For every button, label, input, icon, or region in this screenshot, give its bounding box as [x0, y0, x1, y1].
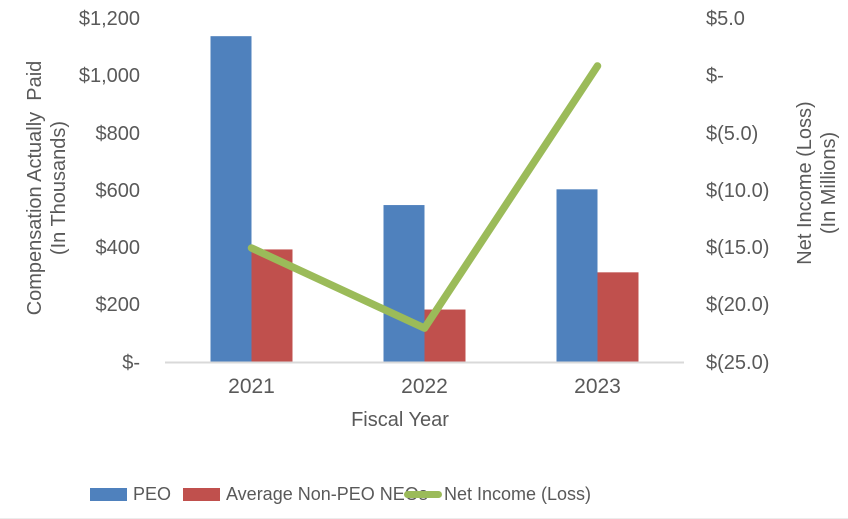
right-axis-tick-4: $(15.0) [706, 237, 770, 259]
right-axis-tick-2: $(5.0) [706, 122, 759, 145]
left-axis-tick-4: $400 [95, 237, 141, 259]
bar-peo-2022 [383, 205, 425, 363]
right-axis-title: Net Income (Loss) (In Millions) [793, 0, 841, 373]
bar-peo-2021 [210, 36, 252, 363]
right-axis-tick-6: $(25.0) [706, 351, 770, 374]
x-axis-label-2021: 2021 [228, 375, 275, 398]
bar-average-non-peo-neos-2021 [251, 249, 293, 363]
right-axis-title-line2: (In Millions) [818, 131, 840, 235]
bar-peo-2023 [556, 189, 598, 363]
x-axis-label-2023: 2023 [574, 375, 621, 398]
right-axis-tick-3: $(10.0) [706, 179, 770, 202]
left-axis-tick-1: $1,000 [78, 65, 140, 88]
left-axis-tick-5: $200 [95, 294, 141, 317]
right-axis-tick-1: $- [706, 65, 724, 88]
x-axis-label-2022: 2022 [401, 375, 448, 398]
right-axis-tick-5: $(20.0) [706, 294, 770, 317]
x-axis-title: Fiscal Year [351, 409, 449, 431]
left-axis-tick-2: $800 [95, 122, 141, 145]
bar-average-non-peo-neos-2023 [597, 272, 639, 363]
left-axis-tick-0: $1,200 [78, 8, 140, 30]
left-axis-tick-3: $600 [95, 179, 141, 202]
left-axis-tick-6: $- [122, 351, 140, 374]
right-axis-title-line1: Net Income (Loss) [794, 101, 816, 265]
line-net-income-loss- [247, 62, 602, 332]
right-axis-tick-0: $5.0 [706, 8, 745, 30]
